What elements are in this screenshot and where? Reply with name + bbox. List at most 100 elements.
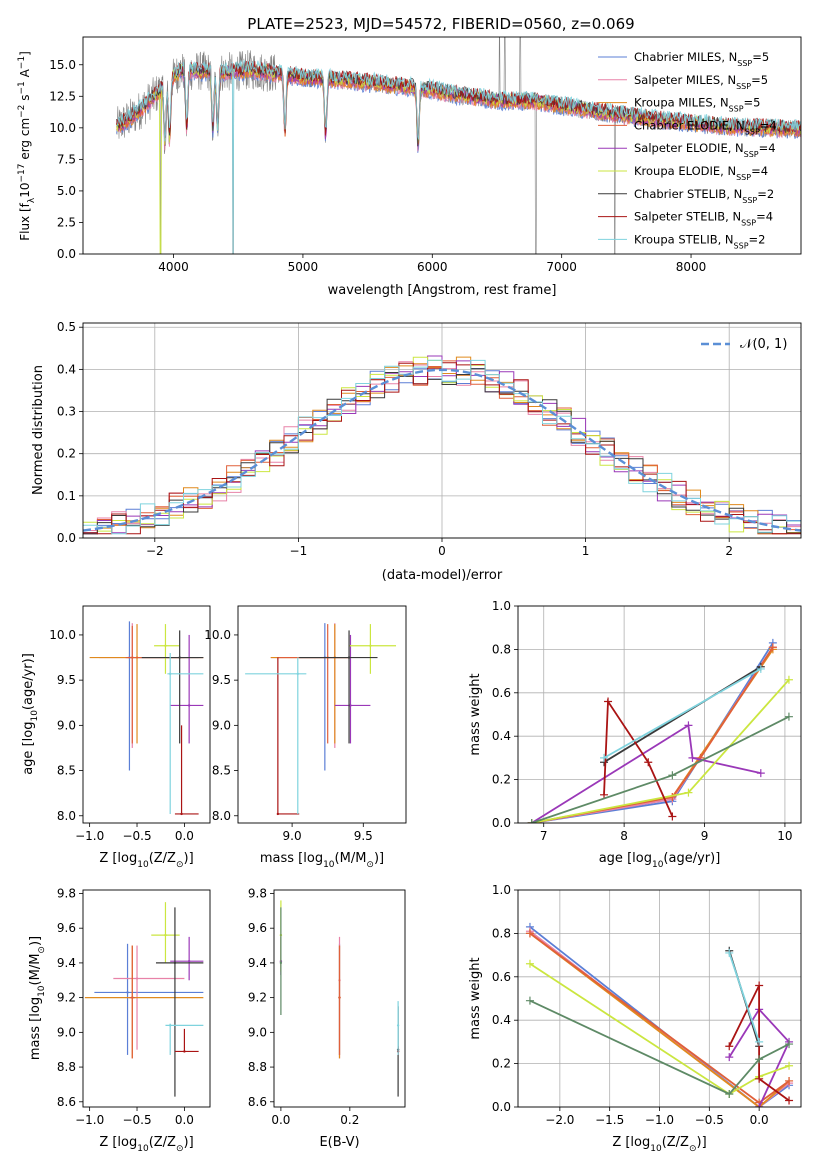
mass-vs-metallicity-panel: −1.0 −0.5 0.0 8.6 8.8 9.0 9.2 9.4 9.6 9.8 Z [log10… bbox=[28, 886, 211, 1154]
age-vs-mass-panel: 9.0 9.5 8.0 8.5 9.0 9.5 10.0 mass [log10(M/M⊙)] bbox=[204, 605, 407, 870]
x-axis-label: Z [log10(Z/Z⊙)] bbox=[99, 851, 193, 870]
data-point bbox=[187, 959, 191, 963]
y-tick-label: 9.0 bbox=[57, 1025, 76, 1039]
y-axis-label: age [log10(age/yr)] bbox=[21, 653, 40, 775]
y-tick-label: 12.5 bbox=[49, 89, 76, 103]
x-tick-label: −2.0 bbox=[545, 1113, 574, 1127]
legend-label: Salpeter MILES, NSSP=5 bbox=[634, 73, 768, 91]
y-tick-label: 0.2 bbox=[57, 447, 76, 461]
y-tick-label: 0.6 bbox=[492, 970, 511, 984]
x-tick-label: −1.5 bbox=[595, 1113, 624, 1127]
weight-line bbox=[728, 1007, 791, 1107]
x-tick-label: 10 bbox=[777, 829, 792, 843]
y-tick-label: 8.5 bbox=[57, 764, 76, 778]
y-tick-label: 9.8 bbox=[248, 886, 267, 900]
x-tick-label: −0.5 bbox=[695, 1113, 724, 1127]
weight-marker bbox=[644, 758, 653, 767]
y-tick-label: 0.1 bbox=[57, 489, 76, 503]
data-point bbox=[347, 656, 351, 659]
y-axis-label: Normed distribution bbox=[31, 365, 46, 495]
plot-area bbox=[527, 638, 793, 823]
y-tick-label: 0.8 bbox=[492, 642, 511, 656]
weight-line bbox=[728, 985, 790, 1102]
weight-vs-age-panel: 7 8 9 10 0.0 0.2 0.4 0.6 0.8 1.0 age [log10(age/yr… bbox=[468, 599, 802, 870]
legend-label: Kroupa MILES, NSSP=5 bbox=[634, 96, 760, 114]
data-point bbox=[396, 1024, 400, 1027]
x-tick-label: 8000 bbox=[676, 260, 707, 274]
y-tick-label: 0.4 bbox=[492, 729, 511, 743]
legend-label: 𝒩(0, 1) bbox=[740, 337, 787, 352]
y-axis-label: mass weight bbox=[468, 957, 483, 1039]
mass-vs-extinction-panel: 0.0 0.2 8.6 8.8 9.0 9.2 9.4 9.6 9.8 E(B-V) bbox=[248, 886, 406, 1150]
x-tick-label: 0.0 bbox=[271, 1113, 290, 1127]
y-tick-label: 0.3 bbox=[57, 405, 76, 419]
x-axis-label: Z [log10(Z/Z⊙)] bbox=[99, 1135, 193, 1154]
weight-marker bbox=[527, 819, 536, 823]
weight-marker bbox=[725, 1089, 734, 1098]
x-axis-label: (data-model)/error bbox=[382, 568, 503, 583]
y-tick-label: 9.0 bbox=[212, 718, 231, 732]
x-tick-label: 0.0 bbox=[750, 1113, 769, 1127]
weight-marker bbox=[784, 675, 793, 684]
weight-marker bbox=[784, 712, 793, 721]
x-tick-label: 2 bbox=[725, 544, 733, 558]
axes-frame bbox=[82, 605, 211, 824]
weight-marker bbox=[785, 1096, 794, 1105]
x-tick-label: −2 bbox=[146, 544, 164, 558]
y-tick-label: 9.8 bbox=[57, 886, 76, 900]
weight-marker bbox=[755, 981, 764, 990]
weight-marker bbox=[755, 1055, 764, 1064]
weight-marker bbox=[768, 643, 777, 652]
y-tick-label: 0.0 bbox=[492, 1100, 511, 1114]
weight-vs-metallicity-panel: −2.0 −1.5 −1.0 −0.5 0.0 0.0 0.2 0.4 0.6 0.8 1.0 Z [… bbox=[468, 883, 802, 1154]
data-point bbox=[276, 812, 280, 816]
plot-area bbox=[525, 922, 794, 1107]
data-point bbox=[131, 656, 134, 659]
weight-line bbox=[529, 963, 790, 1096]
y-tick-label: 9.4 bbox=[248, 956, 267, 970]
data-point bbox=[164, 933, 167, 937]
weight-marker bbox=[756, 769, 765, 778]
model-spectrum-line bbox=[116, 59, 801, 254]
y-tick-label: 0.6 bbox=[492, 686, 511, 700]
normal-curve bbox=[83, 368, 801, 532]
spectrum-panel: 4000 5000 6000 7000 8000 0.0 2.5 5.0 7.5 10.0 12.5… bbox=[17, 36, 802, 298]
x-tick-label: −1.0 bbox=[645, 1113, 674, 1127]
x-tick-label: 4000 bbox=[158, 260, 189, 274]
y-tick-label: 8.8 bbox=[57, 1060, 76, 1074]
weight-marker bbox=[600, 790, 609, 799]
weight-marker bbox=[684, 788, 693, 797]
y-tick-label: 0.0 bbox=[57, 247, 76, 261]
data-point bbox=[178, 656, 181, 659]
figure-title: PLATE=2523, MJD=54572, FIBERID=0560, z=0… bbox=[247, 15, 634, 33]
x-tick-label: 8 bbox=[620, 829, 628, 843]
y-tick-label: 0.0 bbox=[57, 531, 76, 545]
data-point bbox=[180, 812, 183, 816]
x-tick-label: 0.2 bbox=[340, 1113, 359, 1127]
legend-label: Kroupa STELIB, NSSP=2 bbox=[634, 232, 765, 250]
axes-frame bbox=[517, 605, 802, 824]
x-tick-label: 6000 bbox=[417, 260, 448, 274]
weight-marker bbox=[525, 959, 534, 968]
y-tick-label: 0.4 bbox=[57, 362, 76, 376]
data-point bbox=[369, 644, 372, 647]
y-tick-label: 0.8 bbox=[492, 926, 511, 940]
y-tick-label: 1.0 bbox=[492, 883, 511, 897]
legend-label: Chabrier ELODIE, NSSP=4 bbox=[634, 118, 777, 136]
grid-lines bbox=[83, 323, 801, 539]
y-tick-label: 0.2 bbox=[492, 773, 511, 787]
data-point bbox=[173, 961, 177, 965]
y-tick-label: 8.0 bbox=[212, 809, 231, 823]
weight-marker bbox=[785, 1040, 794, 1049]
x-tick-label: 9.0 bbox=[283, 829, 302, 843]
plot-area bbox=[89, 621, 204, 816]
data-point bbox=[349, 704, 352, 707]
legend-label: Salpeter STELIB, NSSP=4 bbox=[634, 210, 773, 228]
weight-line bbox=[603, 666, 762, 763]
x-axis-label: E(B-V) bbox=[319, 1135, 359, 1150]
weight-marker bbox=[604, 697, 613, 706]
y-tick-label: 10.0 bbox=[49, 121, 76, 135]
weight-marker bbox=[755, 1074, 764, 1083]
plot-area bbox=[245, 623, 397, 816]
